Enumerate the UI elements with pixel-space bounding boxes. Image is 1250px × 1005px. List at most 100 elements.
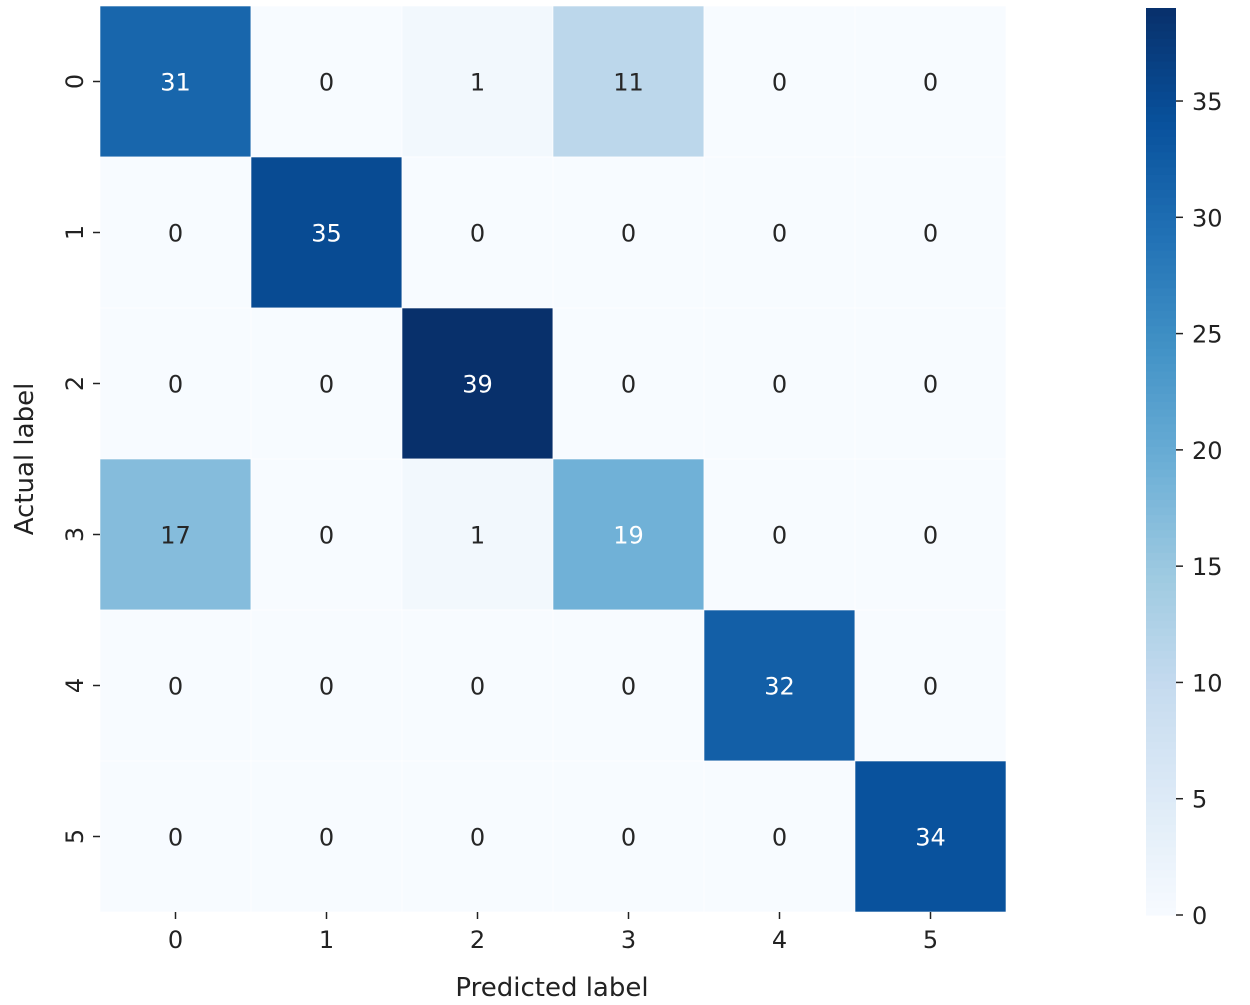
colorbar-segment bbox=[1146, 144, 1176, 153]
colorbar-segment bbox=[1146, 499, 1176, 508]
cell-value-r4-c1: 0 bbox=[319, 673, 334, 701]
colorbar-segment bbox=[1146, 370, 1176, 379]
colorbar-segment bbox=[1146, 514, 1176, 523]
heatmap-cell-r2-c1 bbox=[250, 307, 403, 460]
x-axis-label: Predicted label bbox=[455, 973, 648, 1003]
colorbar-tick-label-0: 0 bbox=[1192, 902, 1207, 930]
cell-value-r4-c3: 0 bbox=[621, 673, 636, 701]
heatmap-cells bbox=[99, 5, 1007, 913]
colorbar-segment bbox=[1146, 469, 1176, 478]
colorbar-segment bbox=[1146, 650, 1176, 659]
heatmap-cell-r2-c0 bbox=[99, 307, 252, 460]
cell-value-r5-c1: 0 bbox=[319, 824, 334, 852]
x-tick-label-3: 3 bbox=[621, 926, 636, 954]
colorbar-segment bbox=[1146, 786, 1176, 795]
colorbar: 0 5 10 15 20 25 30 35 bbox=[1146, 8, 1223, 930]
colorbar-segment bbox=[1146, 68, 1176, 77]
heatmap-cell-r4-c1 bbox=[250, 609, 403, 762]
colorbar-segment bbox=[1146, 567, 1176, 576]
colorbar-segment bbox=[1146, 272, 1176, 281]
heatmap-cell-r0-c2 bbox=[401, 5, 554, 158]
colorbar-segment bbox=[1146, 83, 1176, 92]
colorbar-segment bbox=[1146, 756, 1176, 765]
colorbar-segment bbox=[1146, 53, 1176, 62]
cell-value-r0-c2: 1 bbox=[470, 69, 485, 97]
colorbar-segment bbox=[1146, 718, 1176, 727]
colorbar-tick-label-5: 25 bbox=[1192, 321, 1223, 349]
colorbar-segment bbox=[1146, 521, 1176, 531]
heatmap-cell-r2-c3 bbox=[552, 307, 705, 460]
x-tick-label-5: 5 bbox=[923, 926, 938, 954]
cell-value-r4-c2: 0 bbox=[470, 673, 485, 701]
colorbar-segment bbox=[1146, 23, 1176, 32]
colorbar-segment bbox=[1146, 446, 1176, 455]
colorbar-segment bbox=[1146, 317, 1176, 327]
colorbar-segment bbox=[1146, 227, 1176, 236]
heatmap-cell-r4-c3 bbox=[552, 609, 705, 762]
colorbar-segment bbox=[1146, 106, 1176, 115]
colorbar-segment bbox=[1146, 196, 1176, 206]
colorbar-segment bbox=[1146, 333, 1176, 342]
colorbar-segment bbox=[1146, 846, 1176, 856]
cell-value-r0-c3: 11 bbox=[613, 69, 644, 97]
colorbar-segment bbox=[1146, 642, 1176, 652]
colorbar-segment bbox=[1146, 325, 1176, 334]
x-tick-label-4: 4 bbox=[772, 926, 787, 954]
colorbar-segment bbox=[1146, 801, 1176, 810]
heatmap-cell-r1-c1 bbox=[250, 156, 403, 309]
cell-value-r1-c2: 0 bbox=[470, 220, 485, 248]
heatmap-cell-r4-c2 bbox=[401, 609, 554, 762]
colorbar-segment bbox=[1146, 552, 1176, 561]
heatmap-cell-r5-c0 bbox=[99, 760, 252, 913]
heatmap-cell-r3-c3 bbox=[552, 458, 705, 611]
colorbar-segment bbox=[1146, 438, 1176, 447]
colorbar-segment bbox=[1146, 91, 1176, 100]
colorbar-segment bbox=[1146, 680, 1176, 689]
colorbar-segment bbox=[1146, 363, 1176, 372]
colorbar-segment bbox=[1146, 877, 1176, 886]
colorbar-segment bbox=[1146, 771, 1176, 780]
colorbar-segment bbox=[1146, 741, 1176, 750]
cell-value-r3-c0: 17 bbox=[160, 522, 191, 550]
cell-value-r5-c0: 0 bbox=[168, 824, 183, 852]
colorbar-tick-label-3: 15 bbox=[1192, 553, 1223, 581]
colorbar-segment bbox=[1146, 181, 1176, 190]
heatmap-cell-r0-c0 bbox=[99, 5, 252, 158]
colorbar-segment bbox=[1146, 809, 1176, 818]
cell-value-r0-c0: 31 bbox=[160, 69, 191, 97]
colorbar-segment bbox=[1146, 605, 1176, 614]
colorbar-segment bbox=[1146, 589, 1176, 599]
y-axis-label: Actual label bbox=[10, 383, 40, 536]
colorbar-segment bbox=[1146, 264, 1176, 274]
colorbar-segment bbox=[1146, 60, 1176, 70]
colorbar-segment bbox=[1146, 151, 1176, 160]
colorbar-segment bbox=[1146, 506, 1176, 516]
colorbar-segment bbox=[1146, 204, 1176, 213]
colorbar-segment bbox=[1146, 529, 1176, 538]
colorbar-segment bbox=[1146, 212, 1176, 221]
colorbar-segment bbox=[1146, 688, 1176, 697]
colorbar-segment bbox=[1146, 219, 1176, 228]
colorbar-segment bbox=[1146, 30, 1176, 39]
cell-value-r3-c2: 1 bbox=[470, 522, 485, 550]
x-tick-label-0: 0 bbox=[168, 926, 183, 954]
cell-value-r4-c5: 0 bbox=[923, 673, 938, 701]
heatmap-cell-r0-c1 bbox=[250, 5, 403, 158]
colorbar-segment bbox=[1146, 416, 1176, 425]
colorbar-segment bbox=[1146, 854, 1176, 863]
colorbar-segment bbox=[1146, 597, 1176, 606]
heatmap-cell-r1-c0 bbox=[99, 156, 252, 309]
colorbar-segment bbox=[1146, 257, 1176, 266]
cell-value-r2-c0: 0 bbox=[168, 371, 183, 399]
colorbar-tick-label-4: 20 bbox=[1192, 437, 1223, 465]
colorbar-segment bbox=[1146, 778, 1176, 788]
heatmap-cell-r2-c2 bbox=[401, 307, 554, 460]
heatmap-cell-labels: 31 0 1 11 0 00 35 0 0 0 00 0 39 0 0 017 0 1 19 0 00 0 0 0 32 00 0 0… bbox=[160, 69, 946, 852]
colorbar-segment bbox=[1146, 8, 1176, 17]
cell-value-r1-c5: 0 bbox=[923, 220, 938, 248]
colorbar-segment bbox=[1146, 431, 1176, 440]
colorbar-tick-label-7: 35 bbox=[1192, 88, 1223, 116]
heatmap-cell-r4-c0 bbox=[99, 609, 252, 762]
colorbar-segment bbox=[1146, 537, 1176, 546]
colorbar-segment bbox=[1146, 378, 1176, 387]
